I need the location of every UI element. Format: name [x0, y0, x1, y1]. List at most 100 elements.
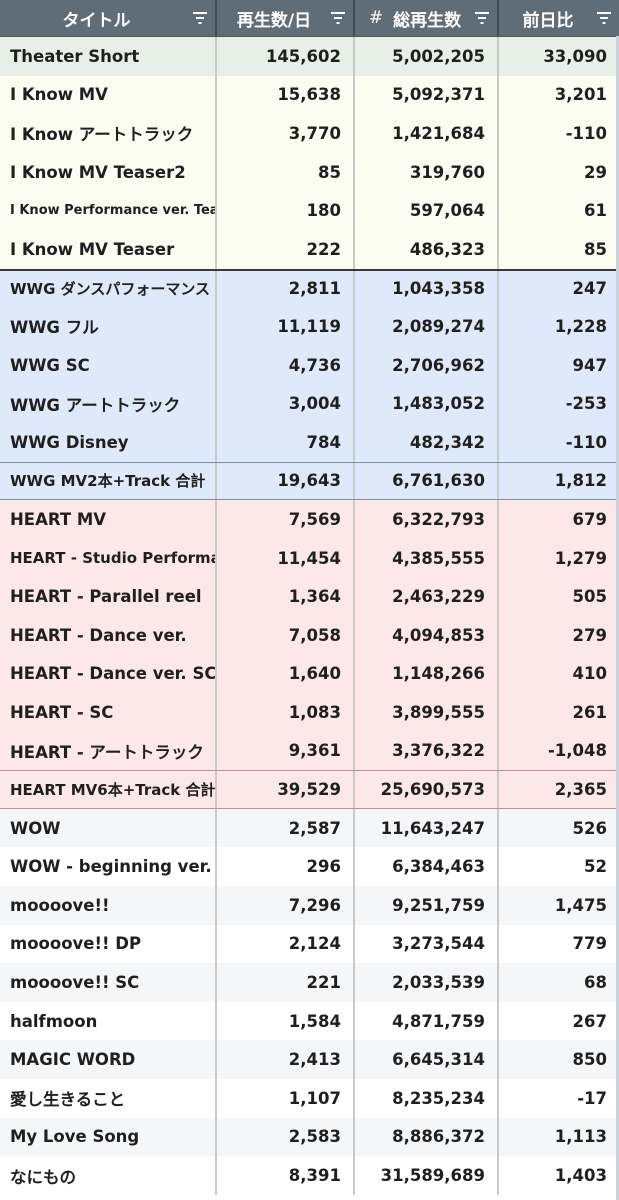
table-row[interactable]: WWG ダンスパフォーマンス 2,811 1,043,358 247: [0, 268, 619, 308]
table-row[interactable]: WWG SC 4,736 2,706,962 947: [0, 345, 619, 385]
cell-total: 8,235,234: [355, 1079, 499, 1118]
cell-diff: 3,201: [554, 85, 607, 105]
table-row[interactable]: halfmoon 1,584 4,871,759 267: [0, 1001, 619, 1041]
cell-total: 3,376,322: [355, 731, 499, 771]
cell-daily: 11,454: [217, 538, 355, 578]
cell-title: halfmoon: [0, 1001, 217, 1041]
filter-icon[interactable]: [331, 12, 345, 24]
table-row[interactable]: MAGIC WORD 2,413 6,645,314 850: [0, 1040, 619, 1080]
cell-total: 6,761,630: [355, 462, 499, 500]
table-row[interactable]: なにもの 8,391 31,589,689 1,403: [0, 1156, 619, 1195]
cell-total: 6,322,793: [355, 500, 499, 539]
table-row[interactable]: HEART - SC 1,083 3,899,555 261: [0, 693, 619, 732]
cell-daily: 222: [217, 229, 355, 269]
cell-diff: -1,048: [547, 741, 607, 761]
cell-diff: 526: [572, 818, 607, 838]
column-header-daily-label: 再生数/日: [236, 10, 312, 31]
cell-daily: 15,638: [217, 75, 355, 115]
cell-total: 9,251,759: [355, 886, 499, 925]
cell-daily: 3,004: [217, 384, 355, 423]
table-row[interactable]: Theater Short 145,602 5,002,205 33,090: [0, 37, 619, 76]
filter-icon[interactable]: [475, 12, 489, 24]
cell-title: WWG フル: [0, 307, 217, 346]
scroll-edge[interactable]: [616, 36, 619, 1200]
cell-total: 1,043,358: [355, 270, 499, 308]
filter-icon[interactable]: [193, 12, 207, 24]
cell-diff: 410: [572, 664, 607, 684]
cell-total: 597,064: [355, 191, 499, 230]
cell-total: 2,706,962: [355, 345, 499, 385]
cell-total: 4,871,759: [355, 1001, 499, 1041]
cell-diff: 779: [572, 934, 607, 954]
cell-title: moooove!! SC: [0, 963, 217, 1002]
cell-diff: 1,279: [554, 548, 607, 568]
table-row[interactable]: WWG アートトラック 3,004 1,483,052 -253: [0, 384, 619, 423]
cell-total: 1,148,266: [355, 654, 499, 694]
table-row[interactable]: I Know Performance ver. Teaser 180 597,0…: [0, 191, 619, 230]
filter-icon[interactable]: [597, 12, 611, 24]
table-row[interactable]: HEART - Studio Performance 11,454 4,385,…: [0, 538, 619, 578]
cell-title: I Know MV: [0, 75, 217, 115]
cell-title: HEART - SC: [0, 693, 217, 732]
table-row[interactable]: I Know MV Teaser2 85 319,760 29: [0, 152, 619, 192]
table-row[interactable]: 愛し生きること 1,107 8,235,234 -17: [0, 1079, 619, 1118]
column-header-diff[interactable]: 前日比: [499, 0, 619, 36]
cell-diff: -110: [565, 123, 607, 143]
table-row[interactable]: My Love Song 2,583 8,886,372 1,113: [0, 1117, 619, 1157]
cell-total: 31,589,689: [355, 1156, 499, 1195]
table-row[interactable]: WOW - beginning ver. 296 6,384,463 52: [0, 847, 619, 887]
cell-daily: 180: [217, 191, 355, 230]
table-row[interactable]: HEART - アートトラック 9,361 3,376,322 -1,048: [0, 731, 619, 771]
cell-title: WOW: [0, 808, 217, 848]
table-row[interactable]: HEART - Dance ver. 7,058 4,094,853 279: [0, 615, 619, 655]
table-row[interactable]: moooove!! DP 2,124 3,273,544 779: [0, 924, 619, 964]
column-header-total[interactable]: # 総再生数: [355, 0, 499, 36]
cell-daily: 8,391: [217, 1156, 355, 1195]
column-header-title-label: タイトル: [62, 10, 131, 31]
table-row[interactable]: WWG フル 11,119 2,089,274 1,228: [0, 307, 619, 346]
cell-daily: 1,640: [217, 654, 355, 694]
table-row[interactable]: I Know MV Teaser 222 486,323 85: [0, 229, 619, 269]
cell-diff: 85: [584, 239, 607, 259]
cell-title: HEART - アートトラック: [0, 731, 217, 771]
table-row[interactable]: moooove!! SC 221 2,033,539 68: [0, 963, 619, 1002]
cell-title: WWG ダンスパフォーマンス: [0, 270, 217, 308]
cell-diff: 1,475: [554, 895, 607, 915]
cell-diff: -17: [577, 1088, 607, 1108]
cell-total: 5,092,371: [355, 75, 499, 115]
cell-daily: 2,413: [217, 1040, 355, 1080]
cell-daily: 11,119: [217, 307, 355, 346]
table-row-subtotal[interactable]: HEART MV6本+Track 合計 39,529 25,690,573 2,…: [0, 770, 619, 809]
cell-diff: 52: [584, 857, 607, 877]
table-row-subtotal[interactable]: WWG MV2本+Track 合計 19,643 6,761,630 1,812: [0, 461, 619, 501]
cell-daily: 7,569: [217, 500, 355, 539]
table-row[interactable]: I Know MV 15,638 5,092,371 3,201: [0, 75, 619, 115]
table-row[interactable]: I Know アートトラック 3,770 1,421,684 -110: [0, 114, 619, 153]
column-header-title[interactable]: タイトル: [0, 0, 217, 36]
cell-title: 愛し生きること: [0, 1079, 217, 1118]
cell-daily: 296: [217, 847, 355, 887]
table-row[interactable]: HEART MV 7,569 6,322,793 679: [0, 500, 619, 539]
cell-total: 11,643,247: [355, 808, 499, 848]
table-row[interactable]: WWG Disney 784 482,342 -110: [0, 422, 619, 462]
cell-daily: 85: [217, 152, 355, 192]
table-row[interactable]: HEART - Parallel reel 1,364 2,463,229 50…: [0, 577, 619, 616]
table-header: タイトル 再生数/日 # 総再生数 前日比: [0, 0, 619, 37]
cell-title: moooove!! DP: [0, 924, 217, 964]
cell-diff: 2,365: [554, 780, 607, 800]
table-row[interactable]: moooove!! 7,296 9,251,759 1,475: [0, 886, 619, 925]
table-row[interactable]: WOW 2,587 11,643,247 526: [0, 808, 619, 848]
cell-daily: 2,587: [217, 808, 355, 848]
table-row[interactable]: HEART - Dance ver. SC 1,640 1,148,266 41…: [0, 654, 619, 694]
cell-diff: 1,113: [554, 1127, 607, 1147]
cell-title: HEART - Studio Performance: [0, 538, 217, 578]
cell-total: 8,886,372: [355, 1117, 499, 1157]
cell-total: 3,273,544: [355, 924, 499, 964]
cell-diff: 279: [572, 625, 607, 645]
cell-daily: 7,058: [217, 615, 355, 655]
cell-daily: 2,583: [217, 1117, 355, 1157]
cell-daily: 1,364: [217, 577, 355, 616]
column-header-daily[interactable]: 再生数/日: [217, 0, 355, 36]
cell-total: 6,384,463: [355, 847, 499, 887]
